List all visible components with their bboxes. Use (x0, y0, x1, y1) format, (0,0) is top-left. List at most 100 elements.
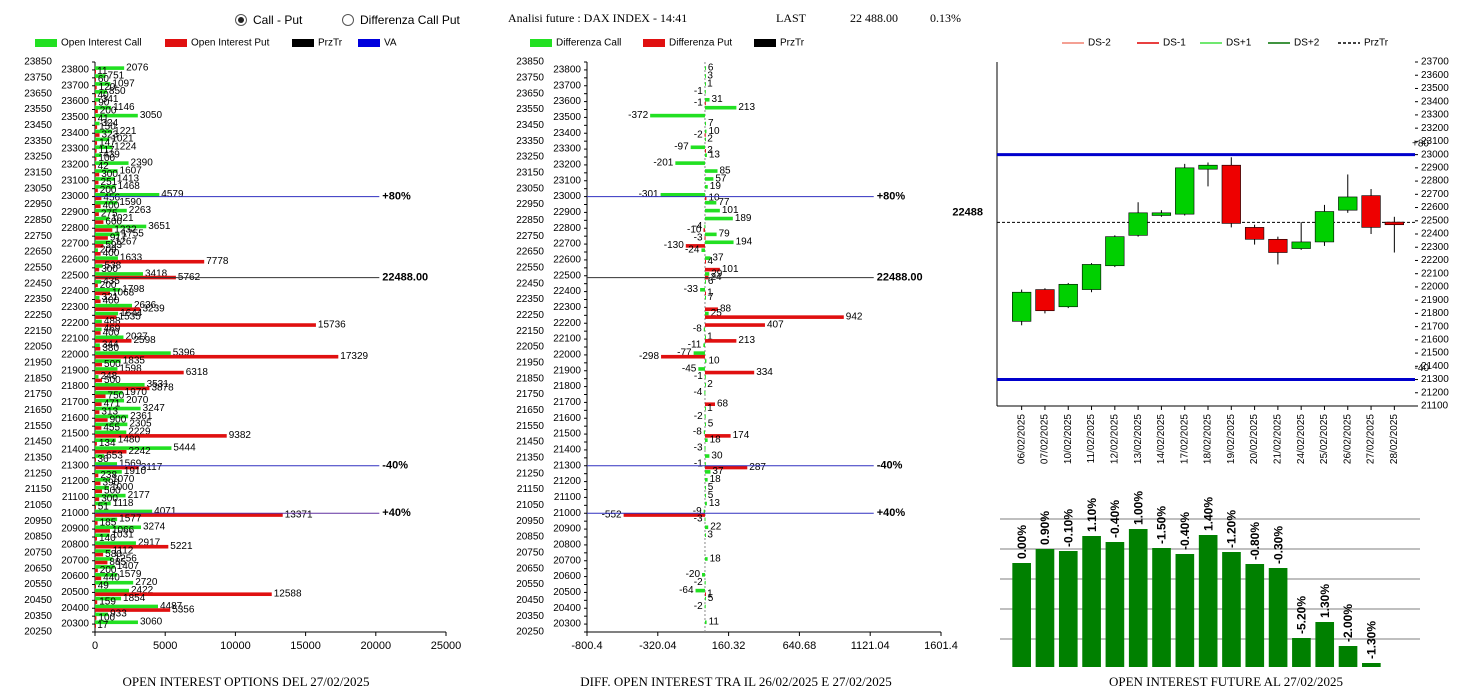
value-label: 2027 (125, 332, 148, 343)
bar (95, 113, 138, 118)
change-label: 1.00% (1131, 491, 1145, 525)
y-tick-label: 21900 (553, 365, 581, 376)
bar (704, 620, 707, 625)
bar (95, 85, 97, 90)
value-label: 42 (98, 161, 110, 172)
bar (704, 406, 706, 411)
change-label: -0.40% (1108, 500, 1122, 538)
y-tick-label: 21000 (553, 508, 581, 519)
value-label: 10 (708, 126, 720, 137)
bar (704, 382, 706, 387)
value-label: 313 (101, 406, 118, 417)
y-tick-label: 20800 (553, 540, 581, 551)
y-tick-label: 22750 (24, 231, 52, 242)
bar (704, 477, 708, 482)
value-label: 79 (719, 229, 731, 240)
y-tick-label: 21100 (62, 492, 90, 503)
value-label: 1535 (119, 311, 142, 322)
y-tick-label: 22900 (553, 207, 581, 218)
radio-label[interactable]: Differenza Call Put (360, 13, 460, 27)
bar (95, 280, 102, 284)
y-tick-label: 20850 (516, 532, 544, 543)
value-label: 200 (100, 565, 117, 576)
radio-label[interactable]: Call - Put (253, 13, 303, 27)
y-tick-label: 23750 (24, 72, 52, 83)
y-tick-label: 21000 (61, 508, 89, 519)
bar (95, 572, 118, 577)
y-tick-label: 23200 (553, 160, 581, 171)
bar (703, 343, 705, 347)
y-tick-label: 22500 (553, 270, 581, 281)
bar (95, 533, 110, 537)
candle-body (1128, 212, 1148, 236)
bar (95, 109, 98, 114)
bar (704, 580, 706, 585)
bar (95, 169, 118, 173)
x-tick-label: 28/02/2025 (1389, 414, 1400, 464)
value-label: -3 (694, 232, 703, 243)
value-label: 159 (99, 596, 116, 607)
value-label: 1 (707, 589, 713, 600)
value-label: -10 (687, 224, 702, 235)
change-label: -5.20% (1295, 596, 1309, 634)
value-label: 11 (97, 66, 108, 77)
value-label: 2 (707, 145, 713, 156)
value-label: 6318 (186, 367, 209, 378)
value-label: 1097 (112, 78, 135, 89)
y-tick-label: 21600 (553, 413, 581, 424)
bar (95, 414, 129, 419)
radio-button[interactable] (342, 14, 354, 26)
value-label: 209 (100, 245, 117, 256)
value-label: 100 (98, 153, 115, 164)
legend-swatch (643, 39, 665, 47)
y-tick-label: 22300 (61, 302, 89, 313)
bar (704, 133, 706, 137)
y-tick-label: 23500 (1421, 83, 1449, 94)
value-label: 31 (712, 94, 724, 105)
bar (1105, 542, 1125, 667)
value-label: 435 (103, 276, 120, 287)
value-label: 1112 (113, 545, 134, 556)
value-label: 3050 (140, 110, 163, 121)
y-tick-label: 23300 (553, 144, 581, 155)
value-label: 37 (712, 252, 724, 263)
bar (95, 552, 104, 557)
legend-swatch (35, 39, 57, 47)
value-label: -201 (653, 157, 673, 168)
bar (1128, 529, 1148, 667)
bar (95, 418, 108, 422)
value-label: 101 (722, 205, 739, 216)
legend-label: Open Interest Put (191, 38, 270, 49)
bar (95, 430, 127, 435)
value-label: 213 (738, 102, 755, 113)
y-tick-label: 23700 (61, 80, 89, 91)
y-tick-label: 22550 (516, 262, 544, 273)
value-label: 2305 (129, 419, 152, 430)
value-label: 3117 (141, 462, 163, 473)
value-label: 88 (720, 304, 732, 315)
bar (95, 90, 107, 94)
bar (95, 315, 117, 319)
value-label: 1577 (119, 514, 142, 525)
x-tick-label: -320.04 (639, 640, 676, 652)
y-tick-label: 21450 (24, 437, 52, 448)
change-label: 0.00% (1015, 525, 1029, 559)
value-label: -130 (664, 240, 684, 251)
y-tick-label: 22250 (516, 310, 544, 321)
y-tick-label: 20250 (24, 627, 52, 638)
bar (704, 335, 706, 340)
bar (623, 513, 705, 517)
value-label: 90 (98, 98, 110, 109)
bar (704, 604, 706, 609)
bar (95, 386, 150, 391)
legend-swatch (292, 39, 314, 47)
bar (704, 224, 706, 229)
y-tick-label: 20600 (61, 571, 89, 582)
value-label: -2 (694, 601, 703, 612)
bar (704, 149, 706, 153)
bar (95, 82, 111, 86)
y-tick-label: 21900 (61, 365, 89, 376)
